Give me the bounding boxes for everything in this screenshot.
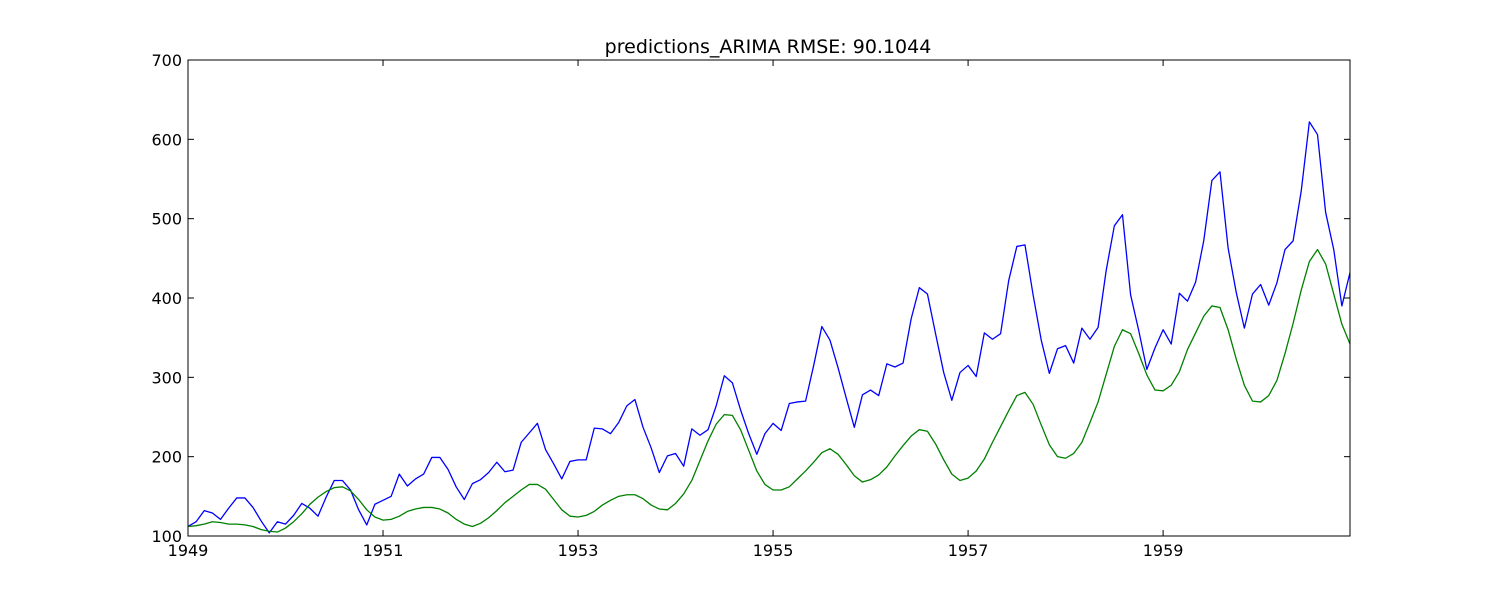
x-tick-label: 1951: [363, 541, 404, 560]
plot-frame: [187, 59, 1351, 537]
x-tick-label: 1955: [753, 541, 794, 560]
y-tick-label: 600: [151, 130, 182, 149]
y-tick-label: 700: [151, 51, 182, 70]
y-tick-label: 400: [151, 289, 182, 308]
y-tick-label: 500: [151, 210, 182, 229]
series-line-1: [187, 121, 1351, 534]
y-tick-label: 100: [151, 527, 182, 546]
chart-title: predictions_ARIMA RMSE: 90.1044: [605, 36, 932, 58]
x-tick-label: 1957: [948, 541, 989, 560]
series-layer: [187, 121, 1351, 534]
y-tick-label: 200: [151, 448, 182, 467]
x-tick-label: 1953: [558, 541, 599, 560]
series-line-2: [187, 248, 1351, 533]
x-tick-label: 1959: [1143, 541, 1184, 560]
y-tick-label: 300: [151, 368, 182, 387]
x-tick-label: 1949: [168, 541, 209, 560]
ticks-layer: 100 200 300 400 500 600 700 1949 1951 1953 1955 195…: [151, 51, 1350, 560]
